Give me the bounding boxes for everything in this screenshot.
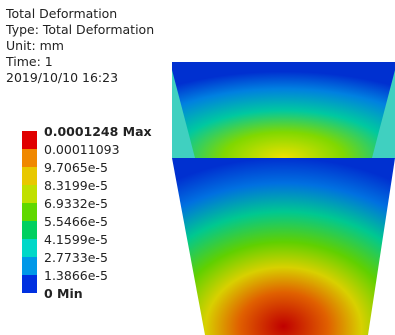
legend-label: 4.1599e-5 — [44, 232, 108, 247]
header-time: Time: 1 — [6, 54, 53, 69]
header-unit: Unit: mm — [6, 38, 64, 53]
legend-label: 0.00011093 — [44, 142, 120, 157]
legend-swatch — [22, 149, 37, 167]
legend-swatch — [22, 131, 37, 149]
legend-swatch — [22, 275, 37, 293]
front-face — [172, 158, 395, 335]
legend-label: 1.3866e-5 — [44, 268, 108, 283]
legend-swatch — [22, 167, 37, 185]
legend-label: 9.7065e-5 — [44, 160, 108, 175]
legend-label: 5.5466e-5 — [44, 214, 108, 229]
header-title: Total Deformation — [6, 6, 117, 21]
legend-swatch — [22, 239, 37, 257]
header-type: Type: Total Deformation — [6, 22, 154, 37]
screenshot: Total Deformation Type: Total Deformatio… — [0, 0, 395, 335]
legend-swatch — [22, 203, 37, 221]
legend-label: 0 Min — [44, 286, 83, 301]
legend-swatch — [22, 221, 37, 239]
legend-label: 0.0001248 Max — [44, 124, 152, 139]
header-date: 2019/10/10 16:23 — [6, 70, 118, 85]
legend-label: 6.9332e-5 — [44, 196, 108, 211]
back-face — [172, 62, 395, 158]
legend-label: 8.3199e-5 — [44, 178, 108, 193]
legend-swatch — [22, 185, 37, 203]
legend-swatch — [22, 257, 37, 275]
legend-label: 2.7733e-5 — [44, 250, 108, 265]
